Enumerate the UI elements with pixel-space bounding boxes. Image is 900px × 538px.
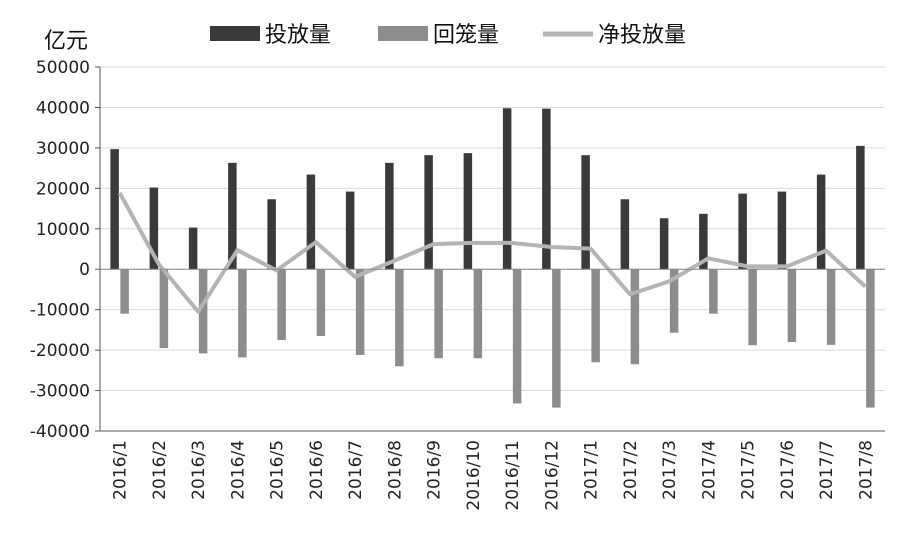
bar-withdraw [238,269,247,358]
bar-issue [581,155,590,270]
bar-withdraw [277,269,286,340]
x-tick-label: 2017/8 [856,440,876,500]
bar-withdraw [159,269,169,349]
gridlines [100,66,885,432]
x-tick-label: 2016/9 [425,440,445,500]
bar-withdraw [552,269,561,408]
bar-withdraw [866,269,875,408]
y-tick-label: 50000 [36,58,90,78]
legend: 投放量 回笼量 净投放量 [210,23,686,48]
y-tick-label: -30000 [30,382,90,402]
x-tick-label: 2017/6 [778,440,798,500]
legend-swatch [210,26,260,41]
bar-withdraw [787,269,797,343]
bar-withdraw [630,269,640,365]
bar-issue [149,187,159,270]
bar-withdraw [512,269,522,404]
bars [110,108,875,408]
bar-issue [542,108,551,270]
x-tick-label: 2016/2 [150,440,170,500]
legend-label: 净投放量 [598,23,686,48]
bar-withdraw [709,269,718,314]
bar-issue [738,193,747,270]
legend-label: 回笼量 [433,23,499,48]
y-unit-label: 亿元 [44,29,88,54]
x-tick-label: 2017/5 [739,440,759,500]
bar-issue [502,108,512,270]
bar-withdraw [748,269,757,346]
x-tick-label: 2016/8 [385,440,405,500]
x-tick-label: 2016/4 [228,440,248,500]
axes [95,66,885,432]
bar-issue [777,191,787,270]
x-tick-label: 2017/4 [699,440,719,500]
bar-issue [345,191,355,270]
bar-withdraw [473,269,483,359]
bar-withdraw [198,269,208,354]
x-tick-label: 2016/1 [111,440,131,500]
bar-issue [267,199,276,270]
bar-withdraw [434,269,443,359]
x-tick-label: 2017/1 [582,440,602,500]
bar-withdraw [591,269,600,363]
bar-issue [188,227,198,270]
bar-issue [699,213,708,270]
y-tick-label: 20000 [36,179,90,199]
x-tick-label: 2017/7 [817,440,837,500]
y-tick-label: -10000 [30,301,90,321]
bar-withdraw [395,269,404,367]
x-tick-label: 2016/5 [268,440,288,500]
x-tick-label: 2017/2 [621,440,641,500]
bar-issue [110,149,119,270]
legend-label: 投放量 [265,23,331,48]
bar-issue [385,162,394,270]
bar-withdraw [355,269,365,355]
bar-issue [424,155,433,270]
x-tick-label: 2016/12 [542,440,562,511]
y-tick-label: 0 [79,260,90,280]
bar-issue [816,174,826,270]
bar-withdraw [120,269,129,314]
bar-withdraw [316,269,326,336]
y-tick-label: -20000 [30,341,90,361]
y-tick-label: 30000 [36,139,90,159]
y-tick-label: -40000 [30,422,90,442]
bar-withdraw [669,269,679,333]
bar-issue [659,218,669,270]
x-tick-label: 2016/3 [189,440,209,500]
x-tick-label: 2016/10 [464,440,484,511]
x-tick-label: 2016/6 [307,440,327,500]
bar-issue [463,153,473,270]
bar-issue [306,174,316,270]
x-tick-label: 2016/7 [346,440,366,500]
bar-issue [620,199,630,270]
net-issue-line [117,191,867,314]
x-tick-label: 2017/3 [660,440,680,500]
x-tick-labels: 2016/1 2016/2 2016/3 2016/4 2016/5 2016/6 2016… [111,440,877,511]
bar-issue [228,162,237,270]
x-tick-label: 2016/11 [503,440,523,511]
y-tick-label: 40000 [36,98,90,118]
y-tick-labels: 50000 40000 30000 20000 10000 0 -10000 -20000 -3… [30,58,90,442]
bar-issue [856,145,865,270]
net-line [117,191,867,314]
y-tick-label: 10000 [36,220,90,240]
bar-withdraw [826,269,836,345]
legend-swatch [378,26,428,41]
